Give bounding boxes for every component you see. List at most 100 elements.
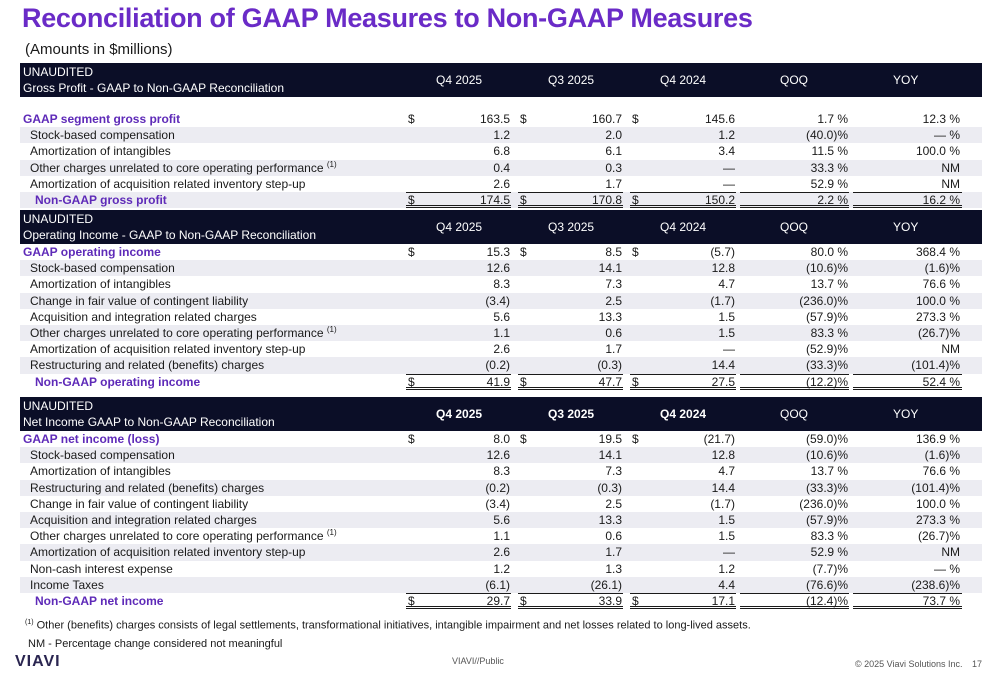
cell-value: 1.5 — [718, 529, 735, 544]
cell-value: 27.5 — [711, 374, 735, 389]
cell-value: (5.7) — [710, 245, 735, 259]
row-label: GAAP operating income — [23, 244, 161, 260]
cell-value: 12.8 — [711, 261, 735, 276]
cell-value: 0.4 — [493, 160, 510, 175]
column-header: QOQ — [780, 220, 809, 234]
cell-value: 7.3 — [605, 277, 622, 292]
total-row: Non-GAAP operating income $ $ $41.9 47.7 27.5… — [20, 373, 982, 390]
cell-value: 13.7 % — [810, 277, 848, 292]
cell-value: (10.6)% — [805, 261, 848, 276]
cell-value: 12.8 — [711, 448, 735, 463]
table-row: Amortization of acquisition related inve… — [20, 341, 982, 357]
row-label-text: Other charges unrelated to core operatin… — [30, 529, 324, 544]
cell-value: 4.4 — [718, 577, 735, 592]
cell-value: 16.2 % — [922, 192, 960, 207]
table-row: Restructuring and related (benefits) cha… — [20, 479, 982, 496]
table-row: GAAP segment gross profit $ $ $163.5 160.7 14… — [20, 111, 982, 127]
cell-value: NM — [941, 160, 960, 175]
cell-value: 6.1 — [605, 144, 622, 159]
cell-value: 1.5 — [718, 325, 735, 340]
cell-value: — — [723, 176, 735, 191]
row-label: Non-GAAP operating income — [35, 374, 200, 390]
currency-symbol: $ — [520, 112, 527, 126]
row-label-text: Change in fair value of contingent liabi… — [30, 293, 249, 308]
table-row: Amortization of acquisition related inve… — [20, 544, 982, 561]
row-label: Acquisition and integration related char… — [30, 512, 257, 528]
cell-value: 1.5 — [718, 309, 735, 324]
currency-symbol: $ — [408, 112, 415, 126]
cell-value: (0.2) — [485, 480, 510, 495]
currency-symbol: $ — [632, 245, 639, 259]
footnote-text: Other (benefits) charges consists of leg… — [33, 619, 751, 632]
section-header-label: UNAUDITED — [23, 212, 94, 226]
total-underline — [853, 592, 962, 609]
cell-value: 12.3 % — [922, 112, 960, 126]
total-underline — [406, 191, 511, 208]
row-label-text: GAAP operating income — [23, 245, 161, 259]
row-label-text: Stock-based compensation — [30, 128, 175, 143]
table-row: Stock-based compensation 12.6 14.1 12.8 (10.… — [20, 447, 982, 464]
reconciliation-section: UNAUDITED Operating Income - GAAP to Non-… — [20, 210, 982, 390]
cell-value: 160.7 — [591, 112, 622, 126]
logo-text: VIAVI — [15, 653, 61, 669]
spacer — [20, 97, 982, 111]
cell-value: (26.1) — [590, 577, 622, 592]
cell-value: (1.6)% — [924, 261, 960, 276]
row-label-text: GAAP net income (loss) — [23, 432, 160, 446]
row-label: Stock-based compensation — [30, 447, 175, 463]
row-label-text: Other charges unrelated to core operatin… — [30, 325, 324, 340]
cell-value: NM — [941, 545, 960, 560]
row-label: Other charges unrelated to core operatin… — [30, 528, 337, 544]
cell-value: NM — [941, 342, 960, 357]
row-label-text: Non-GAAP gross profit — [35, 192, 167, 207]
table-row: Amortization of intangibles 6.8 6.1 3.4 11.5… — [20, 143, 982, 159]
table-row: Stock-based compensation 12.6 14.1 12.8 (10.… — [20, 260, 982, 277]
total-underline — [630, 373, 736, 390]
cell-value: (26.7)% — [917, 529, 960, 544]
cell-value: 8.0 — [493, 432, 510, 446]
cell-value: (0.3) — [597, 480, 622, 495]
row-label-text: Restructuring and related (benefits) cha… — [30, 480, 265, 495]
currency-symbol: $ — [408, 432, 415, 446]
cell-value: — — [723, 342, 735, 357]
row-label: GAAP segment gross profit — [23, 111, 180, 127]
column-header: Q4 2025 — [436, 73, 483, 87]
column-header: Q4 2024 — [660, 407, 707, 421]
cell-value: 0.3 — [605, 160, 622, 175]
cell-value: 5.6 — [493, 309, 510, 324]
cell-value: (52.9)% — [805, 342, 848, 357]
cell-value: 13.3 — [598, 512, 622, 527]
row-label: Change in fair value of contingent liabi… — [30, 496, 248, 512]
cell-value: 1.2 — [493, 561, 510, 576]
row-label-text: Non-GAAP operating income — [35, 374, 201, 389]
cell-value: (236.0)% — [799, 293, 848, 308]
cell-value: (3.4) — [485, 293, 510, 308]
table-row: Other charges unrelated to core operatin… — [20, 324, 982, 342]
row-label-text: Amortization of intangibles — [30, 277, 171, 292]
currency-symbol: $ — [520, 374, 527, 389]
total-underline — [406, 592, 511, 609]
cell-value: (6.1) — [485, 577, 510, 592]
cell-value: 174.5 — [479, 192, 510, 207]
cell-value: 6.8 — [493, 144, 510, 159]
currency-symbol: $ — [408, 245, 415, 259]
cell-value: 368.4 % — [915, 245, 960, 259]
total-row: Non-GAAP gross profit $ $ $174.5 170.8 150.2 2… — [20, 191, 982, 209]
cell-value: 7.3 — [605, 464, 622, 479]
cell-value: 1.2 — [718, 128, 735, 143]
cell-value: 2.2 % — [817, 192, 848, 207]
cell-value: 150.2 — [704, 192, 735, 207]
total-underline — [853, 191, 962, 208]
cell-value: 8.3 — [493, 277, 510, 292]
cell-value: 14.1 — [598, 261, 622, 276]
row-label: Amortization of intangibles — [30, 463, 171, 479]
cell-value: 83.3 % — [810, 529, 848, 544]
currency-symbol: $ — [632, 192, 639, 207]
section-header-title: Operating Income - GAAP to Non-GAAP Reco… — [23, 228, 317, 242]
cell-value: 11.5 % — [811, 144, 848, 159]
cell-value: 2.0 — [605, 128, 622, 143]
total-underline — [740, 592, 849, 609]
row-label-text: Stock-based compensation — [30, 448, 175, 463]
cell-value: 1.1 — [493, 325, 510, 340]
cell-value: — — [723, 545, 735, 560]
